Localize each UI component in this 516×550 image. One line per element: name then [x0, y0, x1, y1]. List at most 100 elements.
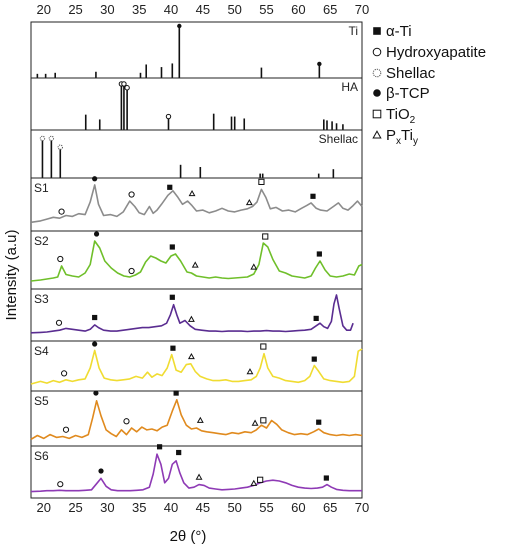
tio2-marker	[258, 178, 265, 186]
pattern-panels: Ti HA Shellac S1 S2 S3 S4 S5 S6	[30, 21, 363, 499]
alpha-ti-marker	[169, 244, 175, 250]
tio2-marker	[260, 417, 267, 424]
alpha-ti-marker	[310, 193, 316, 199]
alpha-ti-marker	[323, 475, 329, 481]
bottom-tick-label: 45	[196, 500, 210, 515]
hydroxyapatite-marker	[372, 47, 382, 57]
alpha-ti-marker	[169, 294, 175, 300]
panel-frame	[30, 129, 363, 179]
bottom-axis-ticks: 20 25 30 35 40 45 50 55 60 65 70	[36, 500, 369, 515]
legend-item: α-Ti	[373, 23, 412, 40]
reference-label: Ti	[348, 24, 358, 38]
sample-label: S5	[34, 394, 49, 408]
hydroxyapatite-marker	[62, 426, 70, 433]
top-tick-label: 35	[132, 2, 146, 17]
pxtiy-marker	[195, 473, 203, 480]
legend-item: PxTiy	[372, 127, 418, 147]
top-tick-label: 30	[100, 2, 114, 17]
legend-item: Hydroxyapatite	[372, 44, 486, 61]
alpha-ti-marker	[316, 419, 322, 425]
reference-label: HA	[341, 80, 358, 94]
top-tick-label: 50	[227, 2, 241, 17]
top-tick-label: 45	[196, 2, 210, 17]
pxtiy-marker	[191, 261, 199, 268]
legend-item: Shellac	[372, 65, 436, 82]
top-axis-ticks: 20 25 30 35 40 45 50 55 60 65 70	[36, 2, 369, 17]
sample-panel-s6: S6	[30, 444, 363, 499]
pxtiy-marker	[245, 198, 253, 206]
legend-label: α-Ti	[386, 23, 412, 40]
legend-label: PxTiy	[386, 127, 418, 147]
sample-label: S1	[34, 181, 49, 195]
hydroxyapatite-marker	[128, 191, 135, 198]
bottom-tick-label: 55	[259, 500, 273, 515]
sample-label: S3	[34, 292, 49, 306]
panel-frame	[30, 288, 363, 342]
bottom-tick-label: 40	[164, 500, 178, 515]
legend-item: β-TCP	[373, 85, 430, 102]
bottom-tick-label: 60	[291, 500, 305, 515]
series-line	[30, 184, 363, 224]
top-tick-label: 55	[259, 2, 273, 17]
alpha-ti-marker	[373, 27, 381, 35]
shellac-marker	[39, 135, 46, 142]
tio2-marker	[262, 233, 269, 240]
sample-label: S4	[34, 344, 49, 358]
legend-label: Hydroxyapatite	[386, 44, 486, 61]
beta-tcp-marker	[92, 176, 98, 182]
alpha-ti-marker	[156, 444, 163, 450]
shellac-marker	[372, 68, 382, 78]
alpha-ti-marker	[167, 184, 173, 190]
bottom-tick-label: 30	[100, 500, 114, 515]
tio2-marker	[257, 476, 264, 483]
series-line	[30, 240, 363, 282]
beta-tcp-marker	[177, 23, 182, 29]
sample-label: S2	[34, 234, 49, 248]
sample-panel-s1: S1	[30, 176, 363, 232]
bottom-tick-label: 50	[227, 500, 241, 515]
series-line	[30, 294, 354, 334]
hydroxyapatite-marker	[57, 481, 64, 488]
alpha-ti-marker	[316, 251, 322, 257]
tio2-marker	[372, 109, 382, 119]
bottom-tick-label: 25	[68, 500, 82, 515]
top-tick-label: 25	[68, 2, 82, 17]
beta-tcp-marker	[93, 390, 99, 396]
alpha-ti-marker	[170, 345, 176, 351]
bottom-tick-label: 20	[36, 500, 50, 515]
panel-frame	[30, 340, 363, 392]
series-line	[30, 399, 363, 440]
alpha-ti-marker	[176, 449, 182, 456]
sample-label: S6	[34, 449, 49, 463]
beta-tcp-marker	[373, 89, 381, 97]
hydroxyapatite-marker	[128, 267, 135, 275]
pxtiy-marker	[246, 368, 254, 375]
alpha-ti-marker	[173, 390, 179, 396]
pxtiy-marker	[372, 130, 382, 139]
beta-tcp-marker	[317, 61, 322, 67]
reference-panel-shellac: Shellac	[30, 129, 363, 179]
panel-frame	[30, 21, 363, 79]
alpha-ti-marker	[313, 315, 319, 321]
y-axis-title: Intensity (a.u)	[3, 230, 20, 321]
panel-frame	[30, 77, 363, 131]
reference-panel-ti: Ti	[30, 21, 363, 79]
hydroxyapatite-marker	[121, 81, 127, 87]
hydroxyapatite-marker	[57, 255, 64, 263]
reference-panel-ha: HA	[30, 77, 363, 131]
alpha-ti-marker	[92, 314, 98, 321]
reference-label: Shellac	[319, 132, 358, 146]
pxtiy-marker	[250, 479, 258, 486]
legend-label: Shellac	[386, 65, 436, 82]
top-tick-label: 70	[355, 2, 369, 17]
pxtiy-marker	[187, 315, 195, 322]
hydroxyapatite-marker	[165, 113, 172, 120]
alpha-ti-marker	[311, 356, 317, 362]
series-line	[30, 348, 363, 385]
legend-item: TiO2	[372, 106, 416, 126]
pxtiy-marker	[250, 263, 258, 270]
tio2-marker	[260, 343, 267, 350]
bottom-tick-label: 70	[355, 500, 369, 515]
sample-panel-s3: S3	[30, 288, 363, 342]
legend-label: β-TCP	[386, 85, 430, 102]
